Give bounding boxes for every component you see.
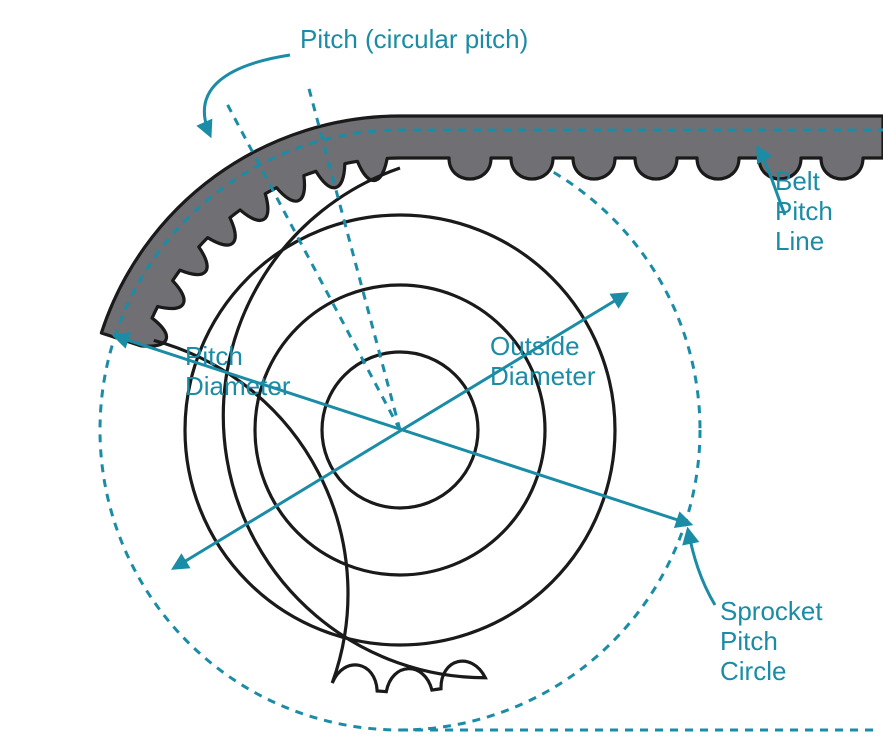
sprocket-pitch-leader	[688, 530, 715, 605]
sprocket-pitch-label-2: Pitch	[720, 626, 778, 656]
pitch-diameter-label-2: Diameter	[185, 371, 291, 401]
pitch-leader	[204, 55, 290, 135]
sprocket-pitch-diagram: Pitch (circular pitch) Pitch Diameter Ou…	[0, 0, 883, 756]
pitch-diameter-label-1: Pitch	[185, 341, 243, 371]
sprocket-pitch-label-3: Circle	[720, 656, 786, 686]
belt-pitch-label-3: Line	[775, 226, 824, 256]
sprocket-body	[154, 168, 615, 692]
outside-diameter-label-1: Outside	[490, 331, 580, 361]
outside-diameter-label-2: Diameter	[490, 361, 596, 391]
sprocket-pitch-label-1: Sprocket	[720, 596, 823, 626]
diameter-arrows	[115, 294, 690, 568]
pitch-title-label: Pitch (circular pitch)	[300, 24, 528, 54]
belt-pitch-label-1: Belt	[775, 166, 821, 196]
belt-pitch-label-2: Pitch	[775, 196, 833, 226]
